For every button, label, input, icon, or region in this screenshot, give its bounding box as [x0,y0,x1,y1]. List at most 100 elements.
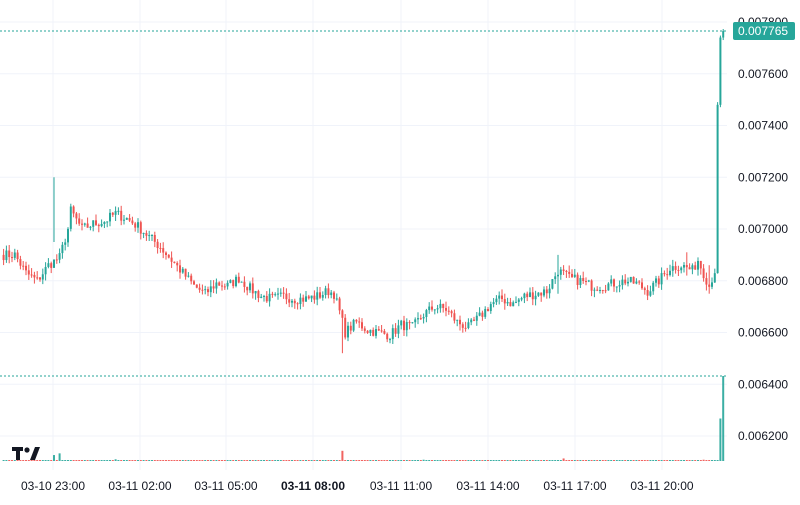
candle-body [226,282,229,287]
candle [397,319,400,339]
candle-body [386,333,389,340]
volume-bar [655,460,657,461]
candle [100,219,103,228]
candle-body [461,324,464,328]
candle-body [361,322,363,329]
candle [78,213,81,226]
volume-bar [78,460,81,461]
candle-body [652,282,655,292]
candle [307,294,310,300]
candle [165,251,167,260]
candle [95,214,97,227]
candle [305,291,307,302]
candle [22,261,25,271]
candle [503,293,506,310]
volume-bar [237,460,240,461]
candle-body [537,292,540,296]
candle-body [599,289,601,291]
volume-bar [97,460,100,461]
candle [526,291,529,302]
candle [627,277,629,287]
volume-bar [310,460,313,461]
candle [335,293,338,301]
volume-bar [414,460,417,461]
candle [324,285,327,299]
candle-body [447,310,450,312]
volume-bar [459,460,461,461]
candle [576,272,579,290]
candle-body [663,273,666,275]
candle-body [285,293,288,300]
candle [529,287,531,298]
tradingview-logo[interactable] [12,447,40,460]
candle [711,277,713,290]
volume-bar [223,460,226,461]
candle [274,292,277,297]
volume-bar [464,460,467,461]
volume-bar [55,460,58,461]
candle-body [8,250,11,258]
volume-bar [361,460,363,461]
candle [369,329,372,337]
volume-bar [713,460,716,461]
volume-bar [447,460,450,461]
candle [11,251,13,263]
candle [383,328,386,335]
price-tick-label: 0.006600 [738,326,788,340]
candle-body [643,288,646,291]
candle [81,219,83,231]
volume-bar [204,460,207,461]
candle-body [100,223,103,227]
volume-bar [201,460,204,461]
candle [221,280,223,291]
candle [618,280,621,293]
price-axis[interactable]: 0.0078000.0076000.0074000.0072000.007000… [727,0,800,500]
candle [86,217,89,228]
candle-body [78,218,81,224]
volume-bar [291,460,293,461]
volume-bar [271,460,274,461]
volume-bar [139,460,142,461]
candle [433,309,436,315]
candle [523,292,526,304]
volume-bar [190,460,193,461]
candle-body [41,274,44,280]
volume-bar [288,460,291,461]
candle-body [671,266,674,271]
volume-bar [663,460,666,461]
candle [445,301,447,317]
tv-logo-icon[interactable] [12,447,40,460]
candle [291,298,293,308]
candle [599,286,601,294]
time-axis[interactable]: 03-10 23:00 03-11 02:00 03-11 05:00 03-11 0… [0,470,727,500]
candle-body [571,273,573,277]
candle-body [627,281,629,284]
volume-bar [613,460,615,461]
volume-bar [333,460,335,461]
candle [565,269,568,278]
volume-bar [557,460,559,461]
candle-body [484,309,487,317]
candle-body [22,265,25,267]
volume-bar [50,460,53,461]
volume-bar [198,460,201,461]
candle [615,286,618,293]
candle-body [120,210,123,221]
candle-body [33,274,36,278]
candle-body [699,260,702,269]
candle-body [243,281,246,287]
volume-bar [383,460,386,461]
candle [632,276,635,284]
volume-bar [103,460,106,461]
volume-bar [509,460,512,461]
candle-body [355,319,358,322]
candle-body [638,281,641,283]
candle-body [69,206,72,229]
candle-body [195,284,198,288]
candle-body [501,295,503,300]
volume-bar [109,460,111,461]
candle [198,283,201,293]
volume-bar [69,460,72,461]
